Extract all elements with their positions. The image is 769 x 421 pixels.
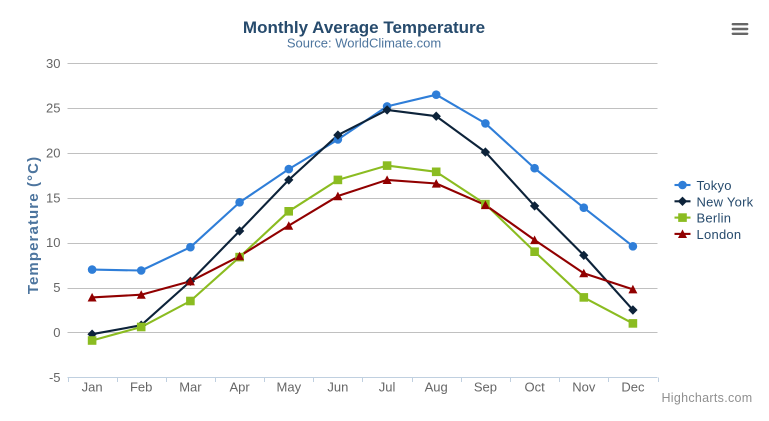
svg-text:Tokyo: Tokyo [697,178,732,193]
svg-text:Dec: Dec [621,380,645,395]
svg-text:10: 10 [46,235,60,250]
svg-text:Monthly Average Temperature: Monthly Average Temperature [243,18,485,37]
svg-text:Oct: Oct [524,380,545,395]
svg-text:Jul: Jul [379,380,396,395]
svg-text:Aug: Aug [425,380,448,395]
svg-text:Berlin: Berlin [697,211,732,226]
svg-text:20: 20 [46,146,60,161]
svg-text:Nov: Nov [572,380,596,395]
svg-text:0: 0 [53,325,60,340]
svg-text:Temperature (°C): Temperature (°C) [25,156,42,294]
svg-text:5: 5 [53,280,60,295]
svg-text:New York: New York [697,194,754,209]
svg-text:Mar: Mar [179,380,202,395]
svg-text:25: 25 [46,101,60,116]
svg-text:May: May [277,380,302,395]
svg-text:Feb: Feb [130,380,152,395]
svg-text:-5: -5 [49,370,61,385]
svg-text:30: 30 [46,56,60,71]
svg-text:Highcharts.com: Highcharts.com [661,391,752,405]
svg-text:Jan: Jan [82,380,103,395]
svg-text:Source: WorldClimate.com: Source: WorldClimate.com [287,36,441,51]
svg-text:15: 15 [46,190,60,205]
svg-text:Apr: Apr [229,380,250,395]
svg-text:Sep: Sep [474,380,497,395]
svg-text:Jun: Jun [327,380,348,395]
svg-text:London: London [697,227,742,242]
